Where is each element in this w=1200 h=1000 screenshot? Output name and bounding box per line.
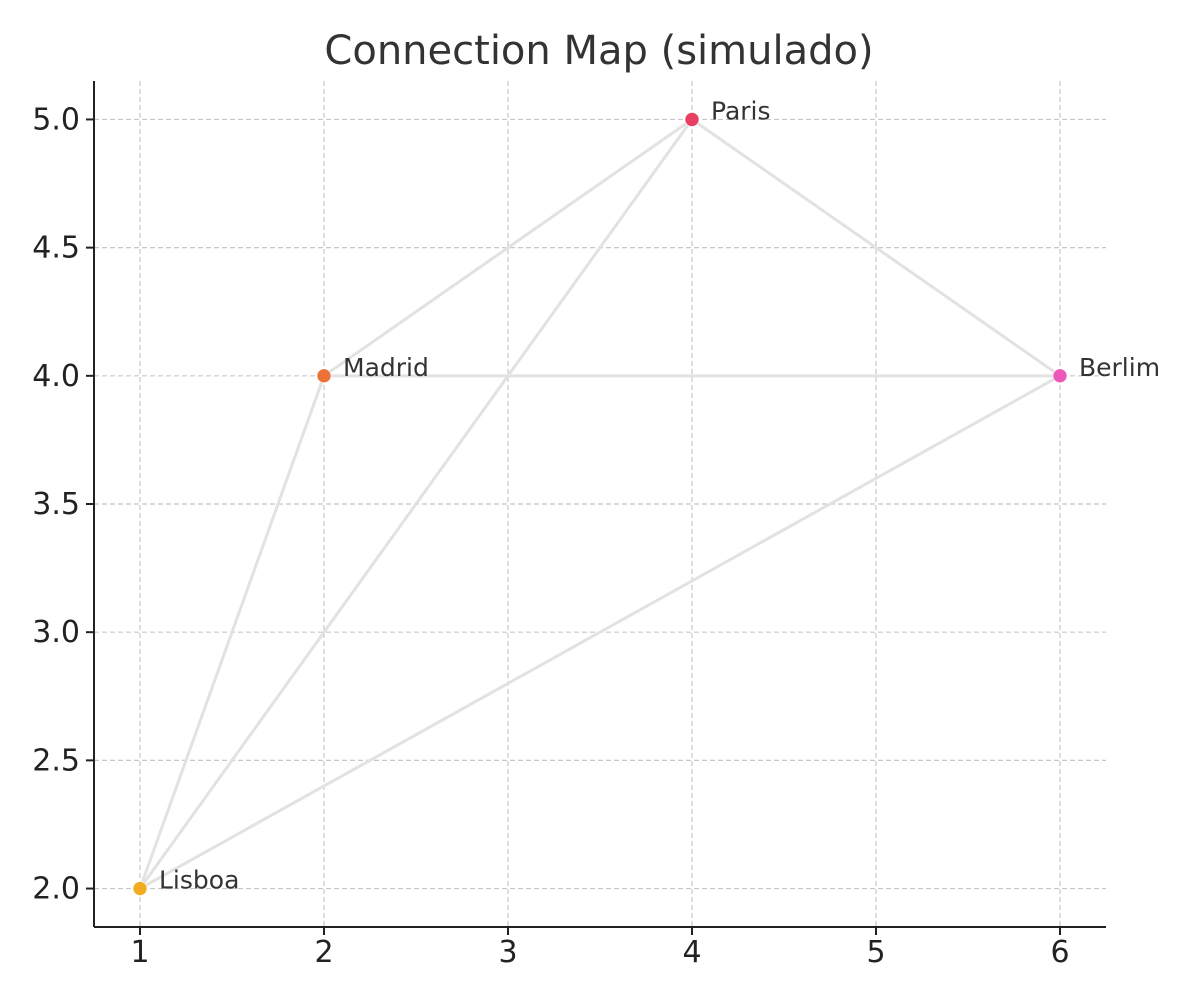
label-lisboa: Lisboa [159, 866, 239, 895]
x-tick-label-4: 4 [682, 935, 701, 970]
edge-madrid-paris [323, 118, 693, 378]
x-tick-label-1: 1 [130, 935, 149, 970]
city-points [132, 112, 1068, 896]
x-tick-label-3: 3 [498, 935, 517, 970]
point-lisboa [132, 881, 148, 896]
point-madrid [316, 368, 332, 384]
y-tick-label-2-5: 2.5 [32, 743, 80, 778]
y-tick-label-5: 5.0 [32, 102, 80, 137]
y-tick-label-4-5: 4.5 [32, 231, 80, 266]
edge-lisboa-madrid [138, 375, 326, 890]
grid [94, 81, 1106, 927]
point-paris [684, 112, 700, 127]
y-tick-label-2: 2.0 [32, 872, 80, 907]
axes: 1 2 3 4 5 6 2.0 2.5 3.0 3.5 4.0 4.5 5.0 [32, 81, 1106, 970]
city-labels: Lisboa Madrid Paris Berlim [159, 96, 1160, 894]
y-tick-label-4: 4.0 [32, 359, 80, 394]
chart-title: Connection Map (simulado) [324, 28, 873, 74]
label-berlim: Berlim [1079, 353, 1160, 382]
x-tick-label-5: 5 [866, 935, 885, 970]
connection-lines [138, 118, 1061, 890]
label-madrid: Madrid [343, 353, 429, 382]
point-berlim [1052, 368, 1068, 384]
edge-lisboa-berlim [139, 374, 1061, 890]
x-tick-label-2: 2 [314, 935, 333, 970]
edge-paris-berlim [691, 118, 1061, 378]
y-tick-label-3-5: 3.5 [32, 487, 80, 522]
label-paris: Paris [711, 96, 771, 125]
x-tick-label-6: 6 [1050, 935, 1069, 970]
edge-lisboa-paris [138, 118, 694, 890]
y-tick-label-3: 3.0 [32, 615, 80, 650]
